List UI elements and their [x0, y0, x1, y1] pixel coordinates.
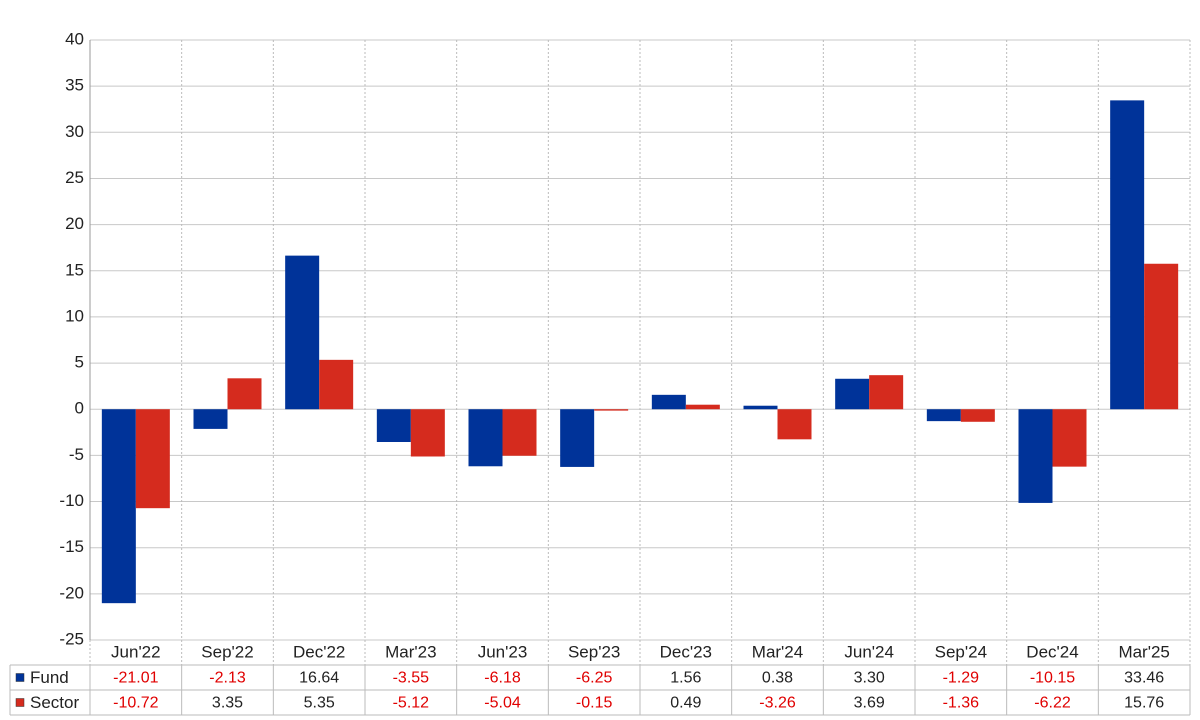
- legend-label: Fund: [30, 668, 69, 687]
- y-tick-label: -10: [59, 491, 84, 510]
- x-tick-label: Jun'22: [111, 642, 161, 661]
- bar: [594, 409, 629, 411]
- y-tick-label: -15: [59, 537, 84, 556]
- x-tick-label: Dec'23: [660, 642, 712, 661]
- x-tick-label: Dec'24: [1026, 642, 1078, 661]
- bar: [319, 359, 354, 410]
- table-value: -10.15: [1030, 670, 1075, 687]
- bar: [410, 409, 445, 457]
- table-value: -0.15: [576, 695, 613, 712]
- bar: [869, 375, 904, 410]
- y-tick-label: 40: [65, 29, 84, 48]
- x-tick-label: Mar'24: [752, 642, 803, 661]
- table-value: 0.49: [670, 695, 701, 712]
- y-tick-label: 20: [65, 214, 84, 233]
- legend-swatch: [15, 698, 25, 707]
- bar: [685, 404, 720, 410]
- bar: [1018, 409, 1053, 503]
- table-value: 1.56: [670, 670, 701, 687]
- y-tick-label: 10: [65, 306, 84, 325]
- bar: [227, 378, 262, 410]
- x-tick-label: Sep'24: [935, 642, 987, 661]
- y-tick-label: -5: [69, 445, 84, 464]
- table-value: -1.29: [943, 670, 980, 687]
- bar: [285, 255, 320, 410]
- bar: [926, 409, 961, 422]
- y-tick-label: 0: [75, 399, 84, 418]
- x-tick-label: Sep'22: [201, 642, 253, 661]
- table-value: -2.13: [209, 670, 246, 687]
- table-value: -3.26: [759, 695, 796, 712]
- table-value: -3.55: [393, 670, 430, 687]
- bar: [743, 405, 778, 410]
- table-value: 16.64: [299, 670, 339, 687]
- table-value: 3.35: [212, 695, 243, 712]
- table-value: -6.22: [1034, 695, 1071, 712]
- table-value: -1.36: [943, 695, 980, 712]
- table-value: -21.01: [113, 670, 158, 687]
- bar: [502, 409, 537, 456]
- bar: [193, 409, 228, 429]
- bar: [468, 409, 503, 467]
- x-tick-label: Sep'23: [568, 642, 620, 661]
- x-tick-label: Mar'23: [385, 642, 436, 661]
- x-tick-label: Jun'24: [844, 642, 894, 661]
- table-value: 15.76: [1124, 695, 1164, 712]
- table-value: -10.72: [113, 695, 158, 712]
- table-value: 3.30: [854, 670, 885, 687]
- y-tick-label: 25: [65, 168, 84, 187]
- bar: [1052, 409, 1087, 467]
- y-tick-label: 5: [75, 353, 84, 372]
- y-tick-label: -20: [59, 583, 84, 602]
- bar: [651, 394, 686, 410]
- x-tick-label: Dec'22: [293, 642, 345, 661]
- bar: [835, 378, 870, 410]
- table-value: 0.38: [762, 670, 793, 687]
- table-value: -6.25: [576, 670, 613, 687]
- legend-label: Sector: [30, 693, 79, 712]
- y-tick-label: 30: [65, 122, 84, 141]
- legend-swatch: [15, 673, 25, 682]
- bar: [376, 409, 411, 442]
- bar: [1110, 100, 1145, 410]
- bar: [560, 409, 595, 467]
- y-tick-label: -25: [59, 629, 84, 648]
- bar: [135, 409, 170, 509]
- bar: [960, 409, 995, 422]
- x-tick-label: Jun'23: [478, 642, 528, 661]
- y-tick-label: 15: [65, 260, 84, 279]
- bar: [777, 409, 812, 440]
- table-value: 5.35: [304, 695, 335, 712]
- y-tick-label: 35: [65, 76, 84, 95]
- table-value: -6.18: [484, 670, 521, 687]
- bar: [101, 409, 136, 604]
- table-value: 3.69: [854, 695, 885, 712]
- table-value: 33.46: [1124, 670, 1164, 687]
- x-tick-label: Mar'25: [1118, 642, 1169, 661]
- table-value: -5.04: [484, 695, 521, 712]
- table-value: -5.12: [393, 695, 430, 712]
- bar: [1144, 263, 1179, 410]
